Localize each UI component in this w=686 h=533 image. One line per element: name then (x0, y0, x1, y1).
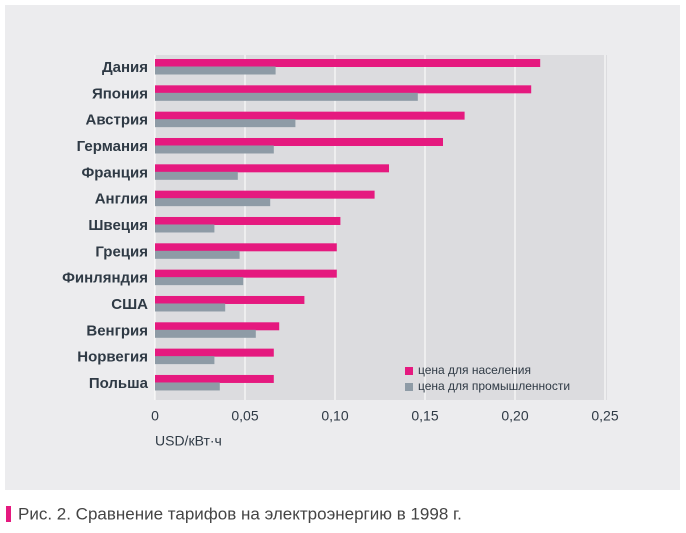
bar (155, 224, 215, 233)
caption-marker (6, 506, 11, 522)
legend-swatch (405, 383, 413, 391)
bar (155, 374, 274, 383)
x-tick-label: 0,05 (231, 408, 258, 424)
bar (155, 250, 240, 259)
bar (155, 111, 465, 120)
y-tick-label: Дания (102, 59, 148, 76)
y-tick-label: Финляндия (62, 270, 148, 287)
y-tick-label: Швеция (88, 217, 148, 234)
legend-label: цена для промышленности (418, 379, 570, 393)
x-tick-label: 0,15 (411, 408, 438, 424)
bar (155, 356, 215, 365)
bar (155, 66, 276, 75)
bar (155, 295, 305, 304)
y-tick-label: Польша (89, 375, 149, 392)
x-tick-label: 0,20 (501, 408, 528, 424)
legend-label: цена для населения (418, 363, 531, 377)
y-tick-label: Норвегия (77, 349, 148, 366)
bar (155, 198, 271, 207)
bar (155, 322, 280, 331)
x-tick-label: 0,10 (321, 408, 348, 424)
bar (155, 382, 220, 391)
bar (155, 277, 244, 286)
bar (155, 269, 337, 278)
x-tick-label: 0 (151, 408, 159, 424)
bar (155, 216, 341, 225)
y-tick-label: Япония (92, 85, 148, 102)
bar (155, 243, 337, 252)
bar (155, 303, 226, 312)
y-tick-label: Австрия (85, 112, 148, 129)
bar (155, 137, 443, 146)
x-tick-label: 0,25 (591, 408, 618, 424)
y-tick-label: США (111, 296, 148, 313)
bar (155, 59, 541, 67)
y-tick-label: Венгрия (86, 322, 148, 339)
bar (155, 85, 532, 94)
bar (155, 119, 296, 128)
bar (155, 171, 238, 180)
bar (155, 329, 256, 338)
legend-swatch (405, 367, 413, 375)
x-axis-label: USD/кВт·ч (155, 433, 222, 449)
y-tick-label: Франция (81, 164, 148, 181)
y-tick-label: Англия (95, 191, 148, 208)
plot-background (155, 55, 607, 400)
y-tick-label: Германия (77, 138, 148, 155)
bar (155, 348, 274, 357)
bar (155, 190, 375, 199)
y-tick-label: Греция (95, 243, 148, 260)
bar (155, 145, 274, 154)
bar (155, 164, 389, 173)
bar (155, 92, 418, 101)
caption: Рис. 2. Сравнение тарифов на электроэнер… (18, 504, 462, 523)
